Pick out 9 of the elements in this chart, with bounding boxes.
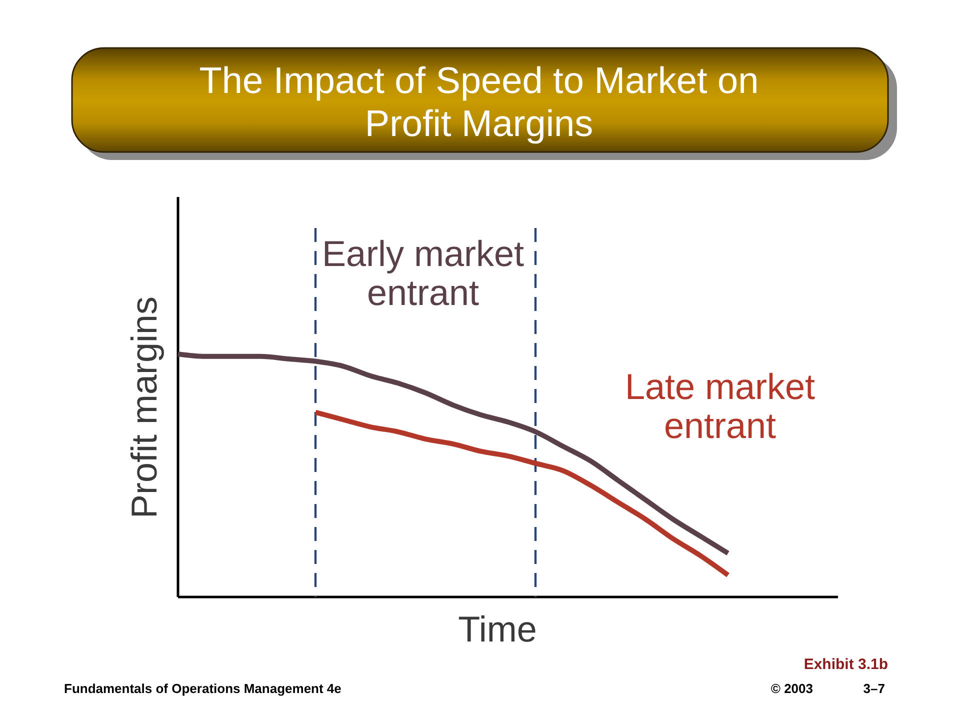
text: Fundamentals of Operations Management 4e <box>64 681 342 696</box>
chart-title: The Impact of Speed to Market on Profit Margins <box>199 60 759 144</box>
text: 3–7 <box>863 681 885 696</box>
text: Exhibit 3.1b <box>804 656 888 673</box>
text: © 2003 <box>770 681 813 696</box>
series-label: Late market entrant <box>624 366 816 446</box>
series-label: Early market entrant <box>322 233 524 313</box>
x-axis-title: Time <box>458 608 537 650</box>
y-axis-title: Profit margins <box>124 296 164 519</box>
